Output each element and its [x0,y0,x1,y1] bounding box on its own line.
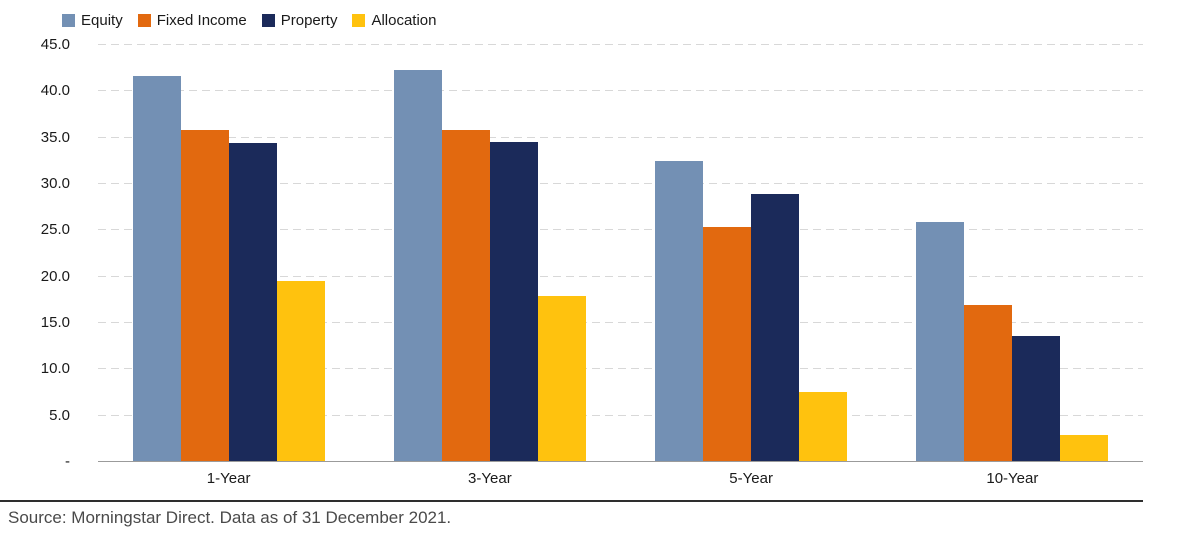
legend-item: Fixed Income [137,12,247,29]
y-tick-label: 10.0 [40,360,70,378]
y-tick-label: 25.0 [40,221,70,239]
gridline [98,44,1143,45]
bar-property-5-year [751,194,800,461]
x-category-label: 1-Year [206,470,251,487]
y-tick-label: 20.0 [40,267,70,285]
y-tick-label: - [65,453,70,470]
legend-swatch-icon [137,14,151,27]
legend-swatch-icon [62,14,75,27]
y-tick-label: 45.0 [40,36,70,53]
gridline [98,90,1143,92]
gridline [98,322,1143,323]
legend-label: Allocation [371,12,437,29]
bar-property-10-year [1012,335,1061,461]
legend-item: Equity [62,12,123,29]
y-tick-label: 15.0 [40,314,70,331]
legend-label: Property [280,12,338,29]
legend-swatch-icon [261,14,275,27]
plot-area [98,44,1143,462]
gridline [98,275,1143,277]
bar-fixed-income-10-year [964,305,1013,461]
bar-fixed-income-3-year [441,130,490,461]
y-tick-label: 40.0 [40,82,70,100]
gridline [98,414,1143,416]
footer-divider [0,500,1143,502]
bar-allocation-10-year [1060,435,1109,461]
x-category-label: 5-Year [729,470,773,487]
gridline [98,136,1143,138]
x-category-label: 3-Year [468,470,512,487]
bar-allocation-1-year [276,281,325,461]
bar-equity-5-year [655,160,704,461]
gridline [98,183,1143,184]
x-category-label: 10-Year [986,470,1039,487]
bar-fixed-income-1-year [180,130,229,461]
bar-equity-1-year [132,76,181,461]
bar-property-1-year [228,143,277,461]
bar-property-3-year [489,142,538,461]
legend-label: Fixed Income [156,12,247,29]
y-tick-label: 35.0 [40,128,70,146]
y-tick-label: 30.0 [40,175,70,192]
source-note: Source: Morningstar Direct. Data as of 3… [8,508,452,527]
y-tick-label: 5.0 [49,406,70,424]
legend-item: Allocation [352,12,437,29]
bar-fixed-income-5-year [703,226,752,461]
bar-equity-10-year [916,221,965,461]
legend-item: Property [261,12,338,29]
legend-swatch-icon [352,14,366,27]
gridline [98,368,1143,370]
chart-legend: Equity Fixed Income Property Allocation [62,12,437,29]
bar-allocation-5-year [799,391,848,461]
legend-label: Equity [81,12,123,29]
gridline [98,229,1143,231]
bar-equity-3-year [393,69,442,461]
bar-allocation-3-year [537,296,586,461]
